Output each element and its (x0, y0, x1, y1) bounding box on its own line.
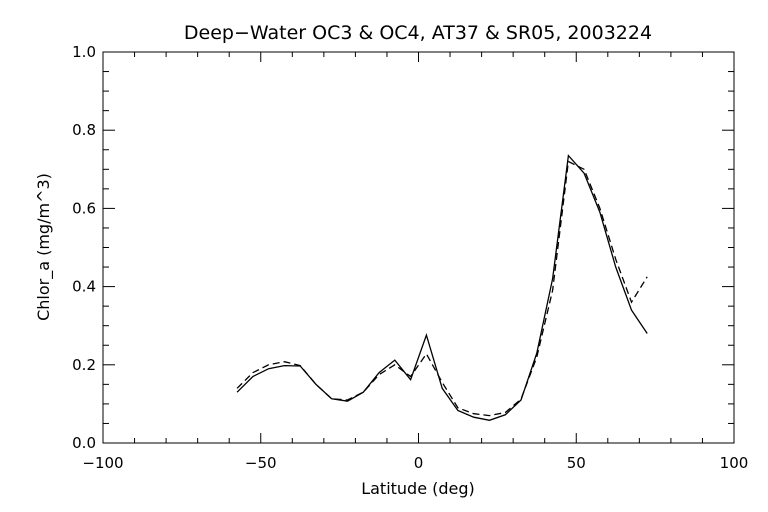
ticks (102, 51, 735, 444)
x-tick-label: −100 (82, 454, 123, 472)
series-line-solid (236, 154, 648, 421)
y-axis-label: Chlor_a (mg/m^3) (34, 173, 54, 321)
y-tick-label: 0.6 (72, 199, 96, 217)
x-tick-label: 100 (720, 454, 749, 472)
y-tick-label: 0.2 (72, 356, 96, 374)
y-tick-label: 0.4 (72, 278, 96, 296)
y-tick-label: 1.0 (72, 43, 96, 61)
series-group (236, 154, 648, 421)
x-tick-label: −50 (245, 454, 277, 472)
y-tick-label: 0.0 (72, 434, 96, 452)
x-tick-label: 50 (567, 454, 586, 472)
chart-title: Deep−Water OC3 & OC4, AT37 & SR05, 20032… (184, 22, 652, 44)
x-axis-label: Latitude (deg) (361, 479, 475, 498)
x-tick-label: 0 (414, 454, 424, 472)
tick-labels: −100 −50 0 50 100 0.0 0.2 0.4 0.6 0.8 1.0 (72, 43, 748, 472)
y-tick-label: 0.8 (72, 121, 96, 139)
series-line-dashed (236, 160, 648, 417)
plot-frame (102, 51, 735, 444)
